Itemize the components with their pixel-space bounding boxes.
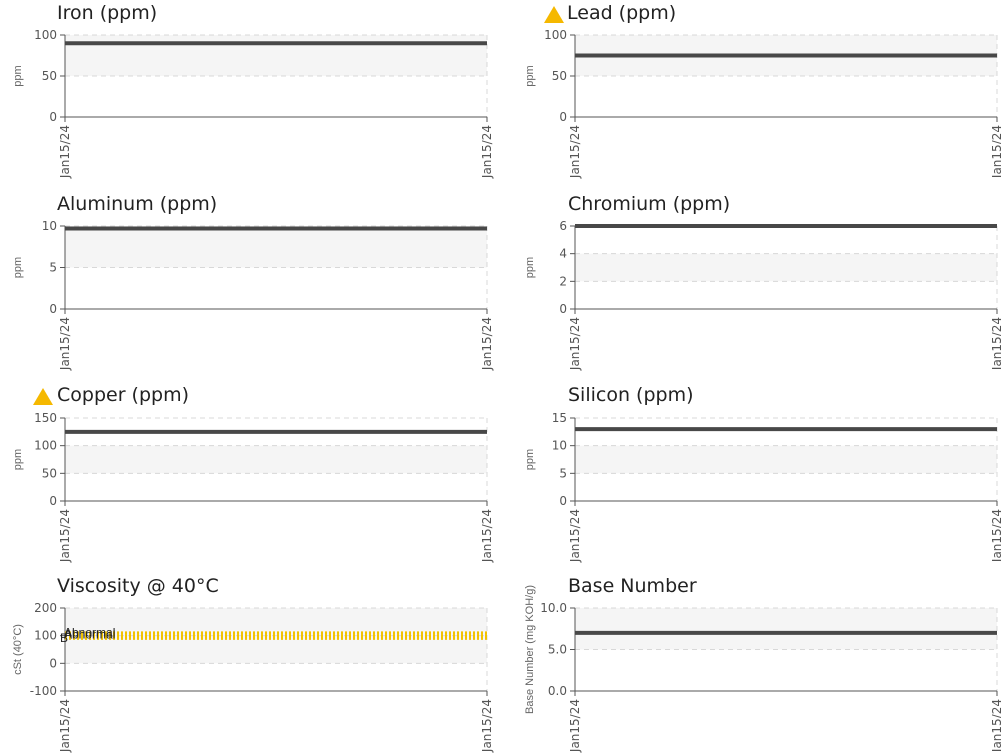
warning-icon (544, 6, 564, 23)
y-tick-label: 15 (552, 411, 567, 425)
normal-range-band (65, 445, 487, 474)
normal-range-band (575, 445, 997, 474)
y-tick-label: 5 (559, 466, 567, 480)
annotation-label: Abnormal (64, 626, 115, 640)
annotation-label: B (60, 631, 68, 645)
y-tick-label: 4 (559, 247, 567, 261)
y-tick-label: 100 (34, 439, 57, 453)
y-tick-label: 0 (49, 494, 57, 508)
chart-iron-ppm: 0 50 100 ppm Jan15/24 Jan15/24 (12, 28, 494, 179)
y-axis-label: ppm (12, 257, 24, 278)
x-tick-label: Jan15/24 (480, 125, 494, 179)
y-tick-label: 100 (34, 629, 57, 643)
y-axis-label: ppm (12, 65, 24, 86)
x-tick-label: Jan15/24 (58, 317, 72, 371)
warning-icon (33, 388, 53, 405)
normal-range-band (65, 226, 487, 268)
x-tick-label: Jan15/24 (58, 509, 72, 563)
y-tick-label: 2 (559, 274, 567, 288)
y-tick-label: 50 (552, 69, 567, 83)
y-axis-label: ppm (524, 65, 536, 86)
y-tick-label: 0 (49, 302, 57, 316)
y-tick-label: 0 (49, 656, 57, 670)
y-tick-label: 0 (559, 110, 567, 124)
y-tick-label: 5.0 (548, 643, 567, 657)
chart-title: Copper (ppm) (57, 384, 190, 406)
chart-title: Chromium (ppm) (568, 193, 731, 215)
x-tick-label: Jan15/24 (480, 509, 494, 563)
x-tick-label: Jan15/24 (990, 125, 1001, 179)
chart-aluminum-ppm: 0 5 10 ppm Jan15/24 Jan15/24 (12, 219, 494, 371)
y-tick-label: 50 (42, 69, 57, 83)
chart-silicon-ppm: 0 5 10 15 ppm Jan15/24 Jan15/24 (524, 411, 1001, 563)
chart-viscosity-40-c: -100 0 100 200 cSt (40°C) Jan15/24 Jan15/24 Abn… (12, 601, 494, 753)
y-tick-label: 0 (559, 494, 567, 508)
chart-copper-ppm: 0 50 100 150 ppm Jan15/24 Jan15/24 (12, 388, 494, 563)
normal-range-band (65, 35, 487, 76)
y-tick-label: 6 (559, 219, 567, 233)
y-tick-label: 10 (42, 219, 57, 233)
x-tick-label: Jan15/24 (568, 317, 582, 371)
chart-title: Iron (ppm) (57, 2, 158, 24)
y-axis-label: ppm (12, 449, 24, 470)
x-tick-label: Jan15/24 (990, 509, 1001, 563)
x-tick-label: Jan15/24 (568, 509, 582, 563)
chart-title: Aluminum (ppm) (57, 193, 218, 215)
y-tick-label: 10 (552, 439, 567, 453)
y-axis-label: ppm (524, 449, 536, 470)
y-axis-label: cSt (40°C) (12, 624, 24, 675)
x-tick-label: Jan15/24 (480, 317, 494, 371)
y-tick-label: 150 (34, 411, 57, 425)
chart-base-number: 0.0 5.0 10.0 Base Number (mg KOH/g) Jan15/24… (524, 585, 1001, 753)
y-tick-label: 10.0 (540, 601, 567, 615)
y-tick-label: 100 (34, 28, 57, 42)
x-tick-label: Jan15/24 (58, 125, 72, 179)
y-tick-label: 0 (49, 110, 57, 124)
y-tick-label: 100 (544, 28, 567, 42)
y-tick-label: 5 (49, 261, 57, 275)
normal-range-band (575, 608, 997, 650)
x-tick-label: Jan15/24 (990, 317, 1001, 371)
chart-title: Lead (ppm) (567, 2, 677, 24)
x-tick-label: Jan15/24 (568, 699, 582, 753)
chart-title: Base Number (568, 575, 697, 597)
y-tick-label: 50 (42, 466, 57, 480)
x-tick-label: Jan15/24 (58, 699, 72, 753)
chart-chromium-ppm: 0 2 4 6 ppm Jan15/24 Jan15/24 (524, 219, 1001, 371)
x-tick-label: Jan15/24 (990, 699, 1001, 753)
y-tick-label: 0.0 (548, 684, 567, 698)
y-tick-label: -100 (30, 684, 57, 698)
y-axis-label: ppm (524, 257, 536, 278)
y-axis-label: Base Number (mg KOH/g) (524, 585, 536, 714)
chart-title: Silicon (ppm) (568, 384, 694, 406)
y-tick-label: 0 (559, 302, 567, 316)
x-tick-label: Jan15/24 (480, 699, 494, 753)
x-tick-label: Jan15/24 (568, 125, 582, 179)
chart-title: Viscosity @ 40°C (57, 575, 219, 597)
chart-lead-ppm: 0 50 100 ppm Jan15/24 Jan15/24 (524, 6, 1001, 179)
annotation-label: Abnormal (64, 628, 115, 642)
y-tick-label: 200 (34, 601, 57, 615)
normal-range-band (575, 253, 997, 282)
